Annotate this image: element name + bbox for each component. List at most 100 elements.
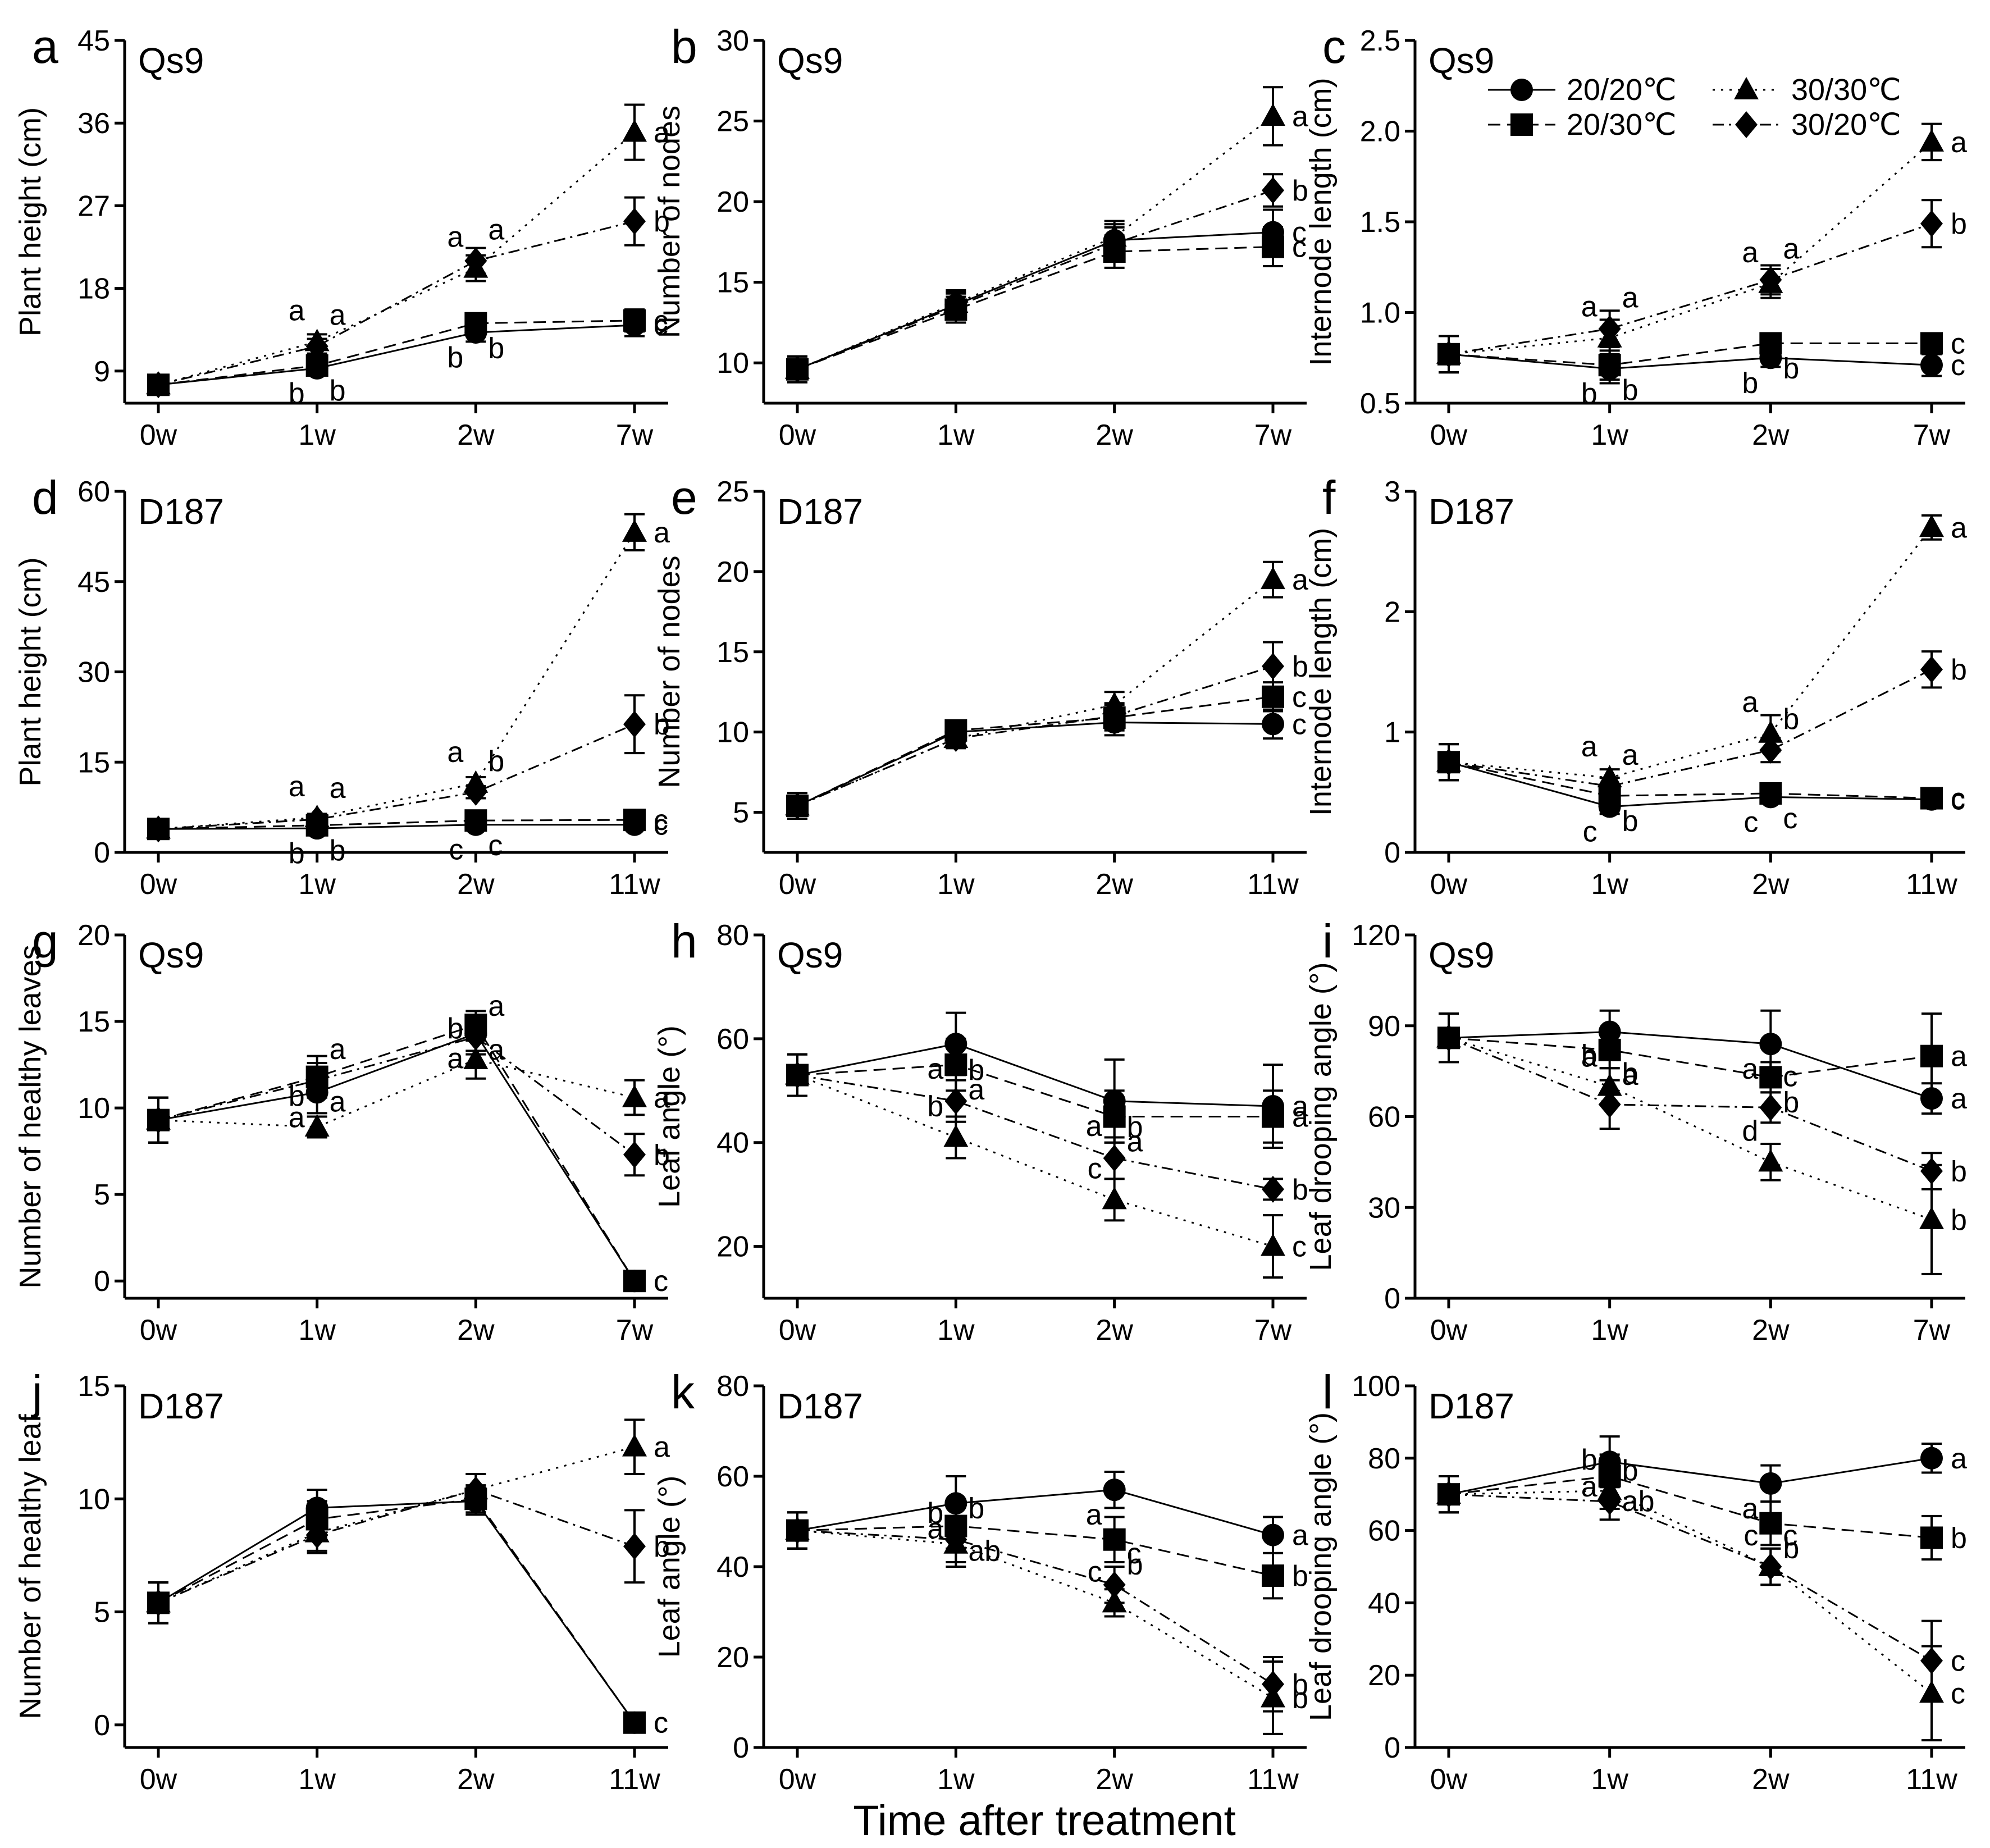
significance-letter: a — [1086, 1110, 1102, 1143]
series-line — [1448, 1475, 1932, 1539]
significance-letter: b — [447, 1012, 463, 1045]
series-line — [797, 1530, 1274, 1685]
x-tick-label: 11w — [1247, 1763, 1299, 1796]
x-tick-label: 1w — [298, 1763, 336, 1796]
significance-letter: b — [1951, 654, 1967, 686]
diamond-marker — [944, 725, 967, 752]
circle-marker — [1920, 1447, 1943, 1470]
significance-letter: b — [447, 341, 463, 374]
panel-title: Qs9 — [777, 40, 843, 81]
significance-letter: b — [1292, 175, 1308, 207]
y-axis-label: Leaf angle (°) — [652, 1025, 686, 1208]
series-line — [797, 696, 1274, 807]
significance-letter: c — [1292, 708, 1307, 741]
significance-letter: a — [968, 1074, 984, 1106]
significance-letter: b — [654, 1531, 670, 1563]
diamond-marker — [1920, 1157, 1943, 1185]
significance-letter: b — [654, 1139, 670, 1171]
series-diamond: b — [786, 641, 1308, 820]
series-line — [158, 131, 635, 386]
y-tick-label: 60 — [1368, 1101, 1400, 1134]
legend-label: 20/30℃ — [1567, 108, 1677, 142]
y-tick-label: 40 — [1368, 1587, 1400, 1619]
significance-letter: b — [1581, 1444, 1598, 1476]
y-tick-label: 2.5 — [1360, 25, 1400, 57]
panel-letter: g — [32, 915, 58, 968]
significance-letter: a — [488, 1034, 504, 1066]
x-tick-label: 1w — [937, 1314, 975, 1347]
y-tick-label: 5 — [733, 797, 749, 829]
series-square: c — [786, 226, 1307, 384]
y-tick-label: 2.0 — [1360, 116, 1400, 148]
y-tick-label: 0 — [1384, 1732, 1400, 1764]
significance-letter: a — [330, 1086, 346, 1119]
significance-letter: a — [447, 1043, 463, 1075]
diamond-marker — [1598, 1488, 1621, 1516]
y-axis-label: Plant height (cm) — [13, 107, 47, 336]
triangle-marker — [622, 119, 647, 142]
significance-letter: b — [1292, 1668, 1308, 1701]
significance-letter: a — [1622, 739, 1638, 772]
series-line — [1448, 1031, 1932, 1099]
significance-letter: a — [654, 1431, 670, 1464]
panel-i: 0 30 60 90 120 0w 1w 2w 7w Leaf drooping angle (°… — [1304, 915, 1967, 1347]
triangle-marker — [1102, 1187, 1127, 1210]
panel-letter: e — [671, 471, 697, 524]
series-triangle: aaa — [1436, 122, 1967, 374]
y-axis-label: Internode length (cm) — [1304, 528, 1338, 816]
diamond-marker — [147, 1589, 170, 1617]
y-tick-label: 20 — [1368, 1659, 1400, 1692]
x-tick-label: 7w — [1254, 1314, 1292, 1347]
series-square: b cc — [1437, 743, 1965, 837]
significance-letter: c — [654, 309, 668, 342]
y-tick-label: 1 — [1384, 717, 1400, 749]
x-tick-label: 1w — [937, 868, 975, 901]
circle-marker — [1262, 1523, 1284, 1546]
significance-letter: c — [1292, 1231, 1307, 1263]
y-tick-label: 27 — [77, 190, 110, 222]
diamond-marker — [464, 1023, 487, 1051]
significance-letter: a — [1581, 1041, 1598, 1074]
panel-letter: f — [1322, 471, 1336, 524]
series-triangle: aaa — [1436, 512, 1967, 788]
significance-letter: b — [1622, 1057, 1638, 1090]
square-marker — [1920, 1044, 1943, 1067]
significance-letter: c — [1127, 1537, 1142, 1570]
triangle-marker — [1261, 567, 1285, 590]
square-marker — [1103, 1105, 1126, 1128]
series-diamond: abb — [147, 694, 670, 843]
square-marker — [1759, 332, 1782, 355]
y-tick-label: 0 — [94, 1265, 110, 1298]
significance-letter: c — [1743, 806, 1758, 838]
significance-letter: b — [654, 709, 670, 741]
significance-letter: a — [1622, 282, 1638, 314]
y-tick-label: 5 — [94, 1179, 110, 1211]
square-marker — [1598, 1038, 1621, 1061]
significance-letter: a — [330, 299, 346, 332]
significance-letter: b — [1292, 1682, 1308, 1714]
square-marker — [623, 809, 646, 832]
significance-letter: a — [654, 1082, 670, 1115]
series-line — [797, 1074, 1274, 1248]
diamond-marker — [464, 778, 487, 806]
x-tick-label: 7w — [1254, 419, 1292, 451]
significance-letter: a — [447, 736, 463, 769]
series-line — [797, 246, 1274, 371]
significance-letter: a — [1783, 232, 1799, 265]
x-tick-label: 11w — [1906, 868, 1957, 901]
panel-title: Qs9 — [138, 40, 204, 81]
y-tick-label: 100 — [1352, 1370, 1400, 1403]
x-tick-label: 1w — [298, 868, 336, 901]
significance-letter: b — [1783, 352, 1799, 385]
series-line — [797, 231, 1274, 371]
y-tick-label: 10 — [716, 347, 749, 380]
series-line — [158, 1498, 636, 1723]
diamond-marker — [623, 208, 646, 235]
x-tick-label: 11w — [609, 1763, 660, 1796]
y-tick-label: 20 — [716, 556, 749, 588]
diamond-marker — [1437, 1481, 1460, 1508]
x-tick-label: 7w — [616, 419, 654, 451]
significance-letter: b — [968, 1054, 984, 1087]
y-tick-label: 1.5 — [1360, 206, 1400, 239]
legend-entry-square: 20/30℃ — [1488, 108, 1677, 142]
